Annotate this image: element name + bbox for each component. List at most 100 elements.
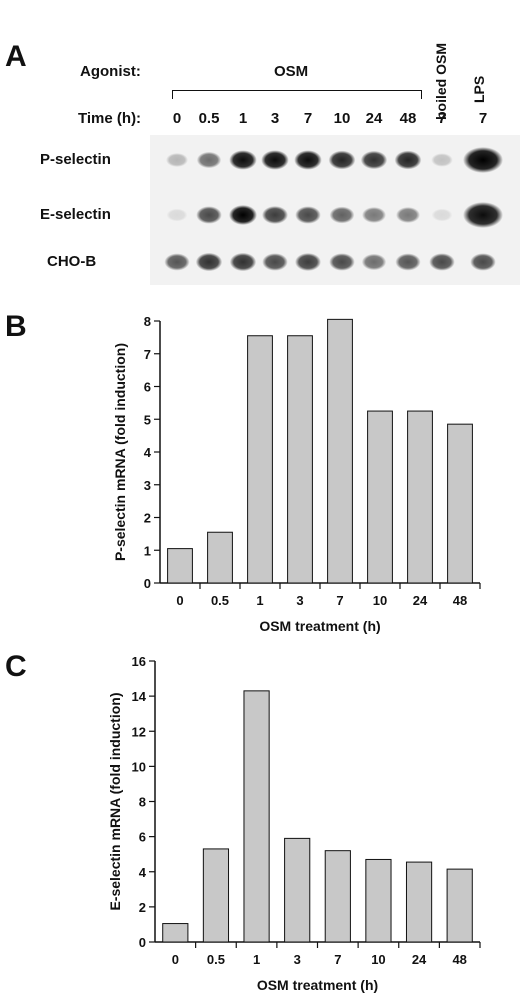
y-tick-label: 8	[139, 795, 146, 810]
y-tick-label: 6	[144, 380, 151, 395]
blot-band	[294, 150, 322, 170]
x-tick-label: 7	[336, 593, 343, 608]
y-tick-label: 14	[132, 689, 147, 704]
western-blot	[150, 135, 520, 285]
bar	[327, 318, 353, 584]
x-tick-label: 10	[371, 952, 385, 967]
x-tick-label: 24	[412, 952, 427, 967]
x-axis-label: OSM treatment (h)	[259, 618, 380, 634]
lane-label: 0	[172, 110, 182, 127]
blot-band	[229, 205, 257, 225]
panel-a-letter: A	[5, 40, 27, 73]
x-tick-label: 0.5	[207, 952, 225, 967]
blot-band	[262, 206, 288, 224]
y-axis-label: E-selectin mRNA (fold induction)	[107, 692, 123, 910]
x-tick-label: 0	[172, 952, 179, 967]
y-tick-label: 3	[144, 478, 151, 493]
bar	[407, 410, 433, 584]
blot-row-label: CHO-B	[47, 253, 97, 270]
bar	[202, 848, 230, 943]
boiled-osm-label: boiled OSM	[433, 43, 449, 120]
osm-bracket	[172, 90, 422, 99]
y-tick-label: 12	[132, 724, 146, 739]
blot-band	[196, 151, 222, 169]
y-axis-label: P-selectin mRNA (fold induction)	[112, 343, 128, 561]
blot-band	[470, 253, 496, 271]
blot-band	[229, 150, 257, 170]
lane-label: 24	[365, 110, 383, 127]
x-tick-label: 1	[253, 952, 260, 967]
bar	[324, 850, 351, 943]
blot-band	[463, 147, 503, 173]
blot-band	[166, 208, 188, 222]
y-tick-label: 6	[139, 830, 146, 845]
chart-p-selectin: 0 1 2 3 4 5 6 7 8 0 0.5 1 3 7 10 24 48 OSM treatment (h) P…	[112, 314, 481, 634]
x-tick-label: 10	[373, 593, 387, 608]
time-label: Time (h):	[78, 110, 142, 127]
bar	[287, 335, 313, 584]
y-tick-label: 2	[144, 511, 151, 526]
x-tick-label: 0.5	[211, 593, 229, 608]
osm-label: OSM	[274, 63, 309, 80]
bar	[446, 868, 473, 943]
x-tick-label: 3	[294, 952, 301, 967]
panel-b-letter: B	[5, 310, 27, 343]
y-tick-label: 0	[144, 576, 151, 591]
y-tick-label: 4	[139, 865, 147, 880]
blot-band	[295, 206, 321, 224]
blot-band	[164, 253, 190, 271]
blot-row-label: E-selectin	[40, 206, 111, 223]
x-axis-label: OSM treatment (h)	[257, 977, 378, 993]
bar	[243, 690, 270, 943]
bar	[405, 861, 433, 943]
x-tick-label: 48	[453, 593, 467, 608]
blot-band	[362, 207, 386, 223]
blot-band	[429, 253, 455, 271]
y-tick-label: 5	[144, 412, 151, 427]
y-tick-label: 7	[144, 347, 151, 362]
y-tick-label: 0	[139, 935, 146, 950]
blot-band	[431, 153, 453, 167]
blot-band	[360, 150, 388, 170]
lane-label: 10	[333, 110, 351, 127]
blot-band	[394, 150, 422, 170]
lane-label: 1	[238, 110, 248, 127]
lane-label: 0.5	[198, 110, 220, 127]
blot-band	[328, 150, 356, 170]
blot-band	[166, 153, 188, 167]
bar	[365, 858, 392, 943]
blot-band	[396, 207, 420, 223]
panel-c-letter: C	[5, 650, 27, 683]
blot-band	[431, 208, 453, 222]
blot-band	[395, 253, 421, 271]
bar	[247, 335, 273, 584]
y-tick-label: 2	[139, 900, 146, 915]
bar	[207, 531, 233, 584]
lane-label: 7	[437, 110, 447, 127]
bar	[167, 548, 193, 584]
x-tick-label: 24	[413, 593, 428, 608]
blot-band	[261, 150, 289, 170]
y-tick-label: 16	[132, 654, 146, 669]
lane-label: 7	[478, 110, 488, 127]
blot-row-label: P-selectin	[40, 151, 111, 168]
blot-band	[295, 253, 321, 271]
x-tick-label: 7	[334, 952, 341, 967]
lane-label: 48	[399, 110, 417, 127]
x-tick-label: 1	[256, 593, 263, 608]
lane-label: 3	[270, 110, 280, 127]
x-tick-label: 3	[296, 593, 303, 608]
blot-band	[262, 253, 288, 271]
bar	[162, 923, 189, 943]
y-tick-label: 8	[144, 314, 151, 329]
bar	[447, 423, 473, 584]
blot-band	[195, 252, 223, 272]
blot-band	[329, 253, 355, 271]
blot-band	[329, 206, 355, 224]
blot-band	[196, 206, 222, 224]
bar	[367, 410, 393, 584]
lane-label: 7	[303, 110, 313, 127]
blot-band	[229, 252, 257, 272]
x-tick-label: 0	[176, 593, 183, 608]
blot-band	[463, 202, 503, 228]
